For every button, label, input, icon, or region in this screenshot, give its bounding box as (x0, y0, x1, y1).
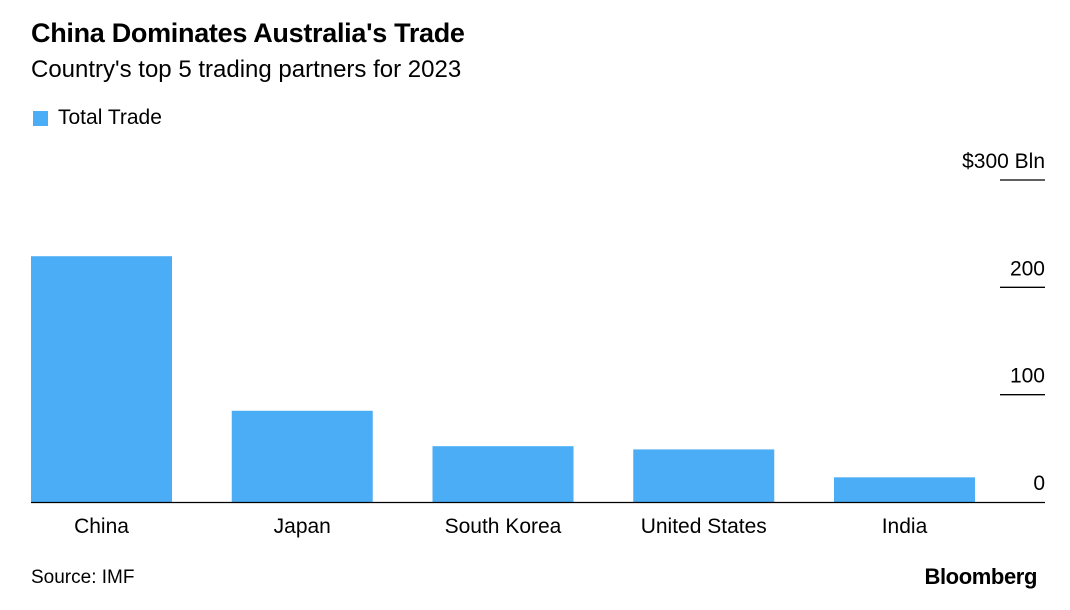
y-tick-label: 100 (1010, 365, 1045, 388)
bloomberg-logo: Bloomberg (924, 564, 1037, 589)
source-note: Source: IMF (31, 567, 135, 588)
chart-subtitle: Country's top 5 trading partners for 202… (31, 56, 462, 83)
x-tick-label: United States (641, 515, 767, 538)
x-tick-label: India (882, 515, 928, 538)
legend-swatch-total-trade (33, 110, 48, 126)
bar-japan (231, 410, 373, 502)
x-tick-label: South Korea (445, 515, 562, 538)
legend-label-total-trade: Total Trade (58, 106, 162, 129)
bar-india (834, 477, 975, 502)
x-tick-label: China (74, 515, 129, 538)
chart-legend: Total Trade (33, 106, 162, 130)
bar-south-korea (432, 446, 574, 502)
bar-china (31, 256, 172, 502)
chart-title: China Dominates Australia's Trade (31, 18, 465, 48)
y-tick-label: $300 Bln (962, 150, 1045, 173)
y-tick-label: 0 (1033, 472, 1045, 495)
x-tick-label: Japan (274, 515, 331, 538)
y-tick-label: 200 (1010, 257, 1045, 280)
bar-united-states (633, 449, 775, 502)
